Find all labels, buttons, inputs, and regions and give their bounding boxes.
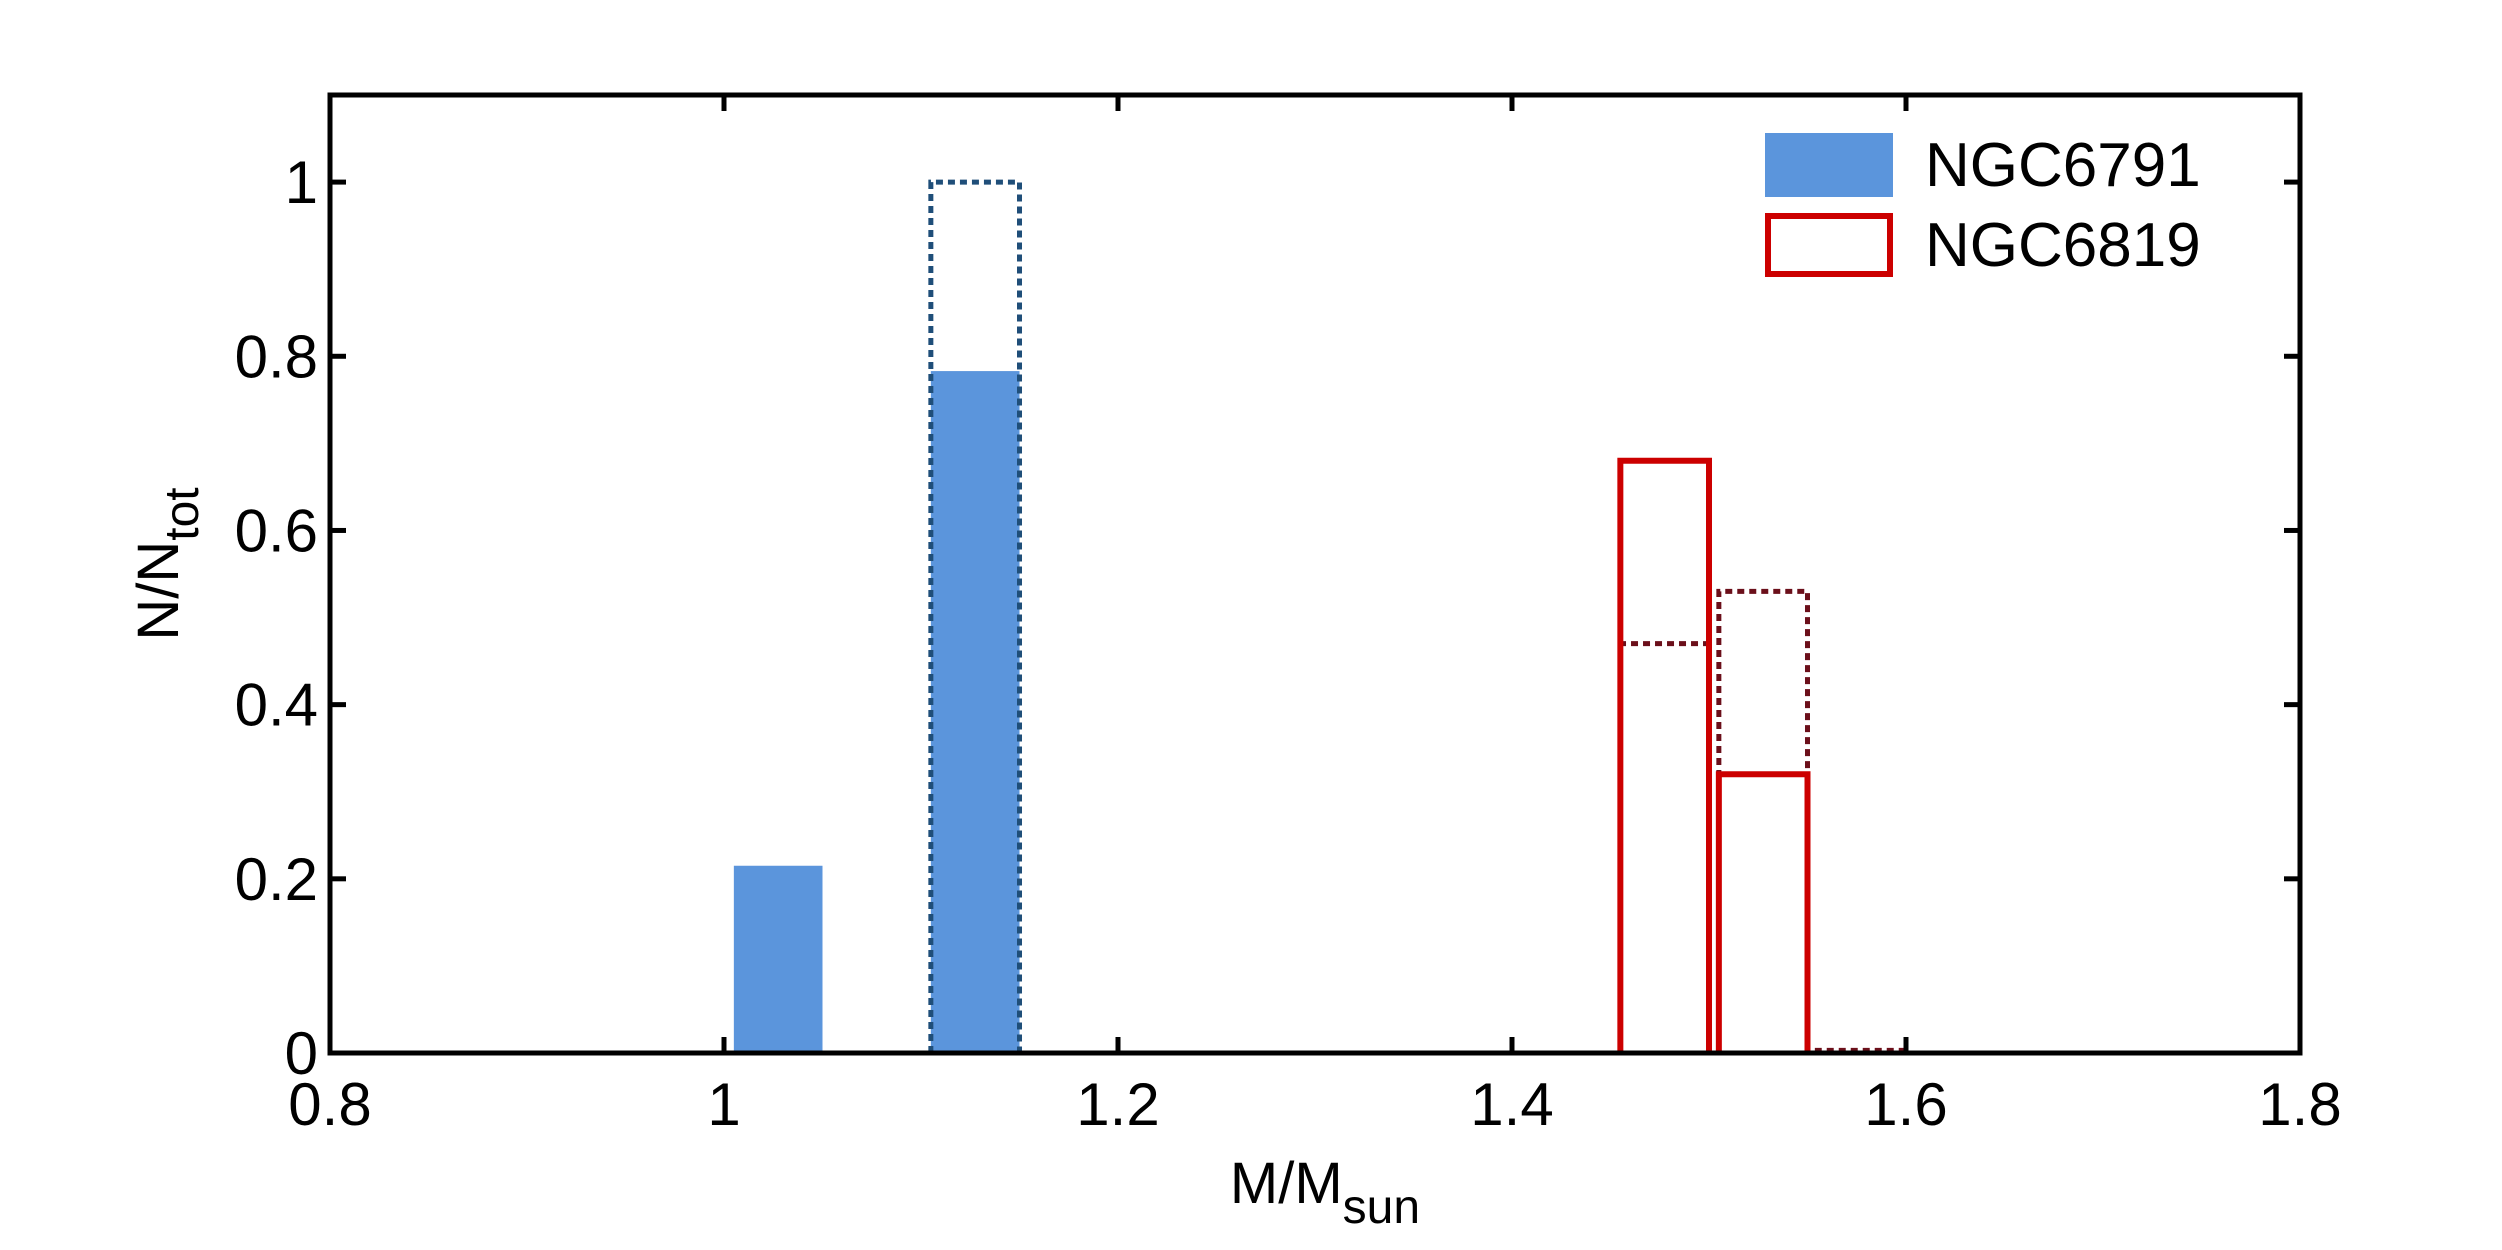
y-axis-label-subscript: tot [156, 487, 209, 540]
y-tick-label: 0.4 [235, 672, 318, 739]
x-axis-label-main: M/M [1230, 1151, 1343, 1216]
y-tick-label: 0.6 [235, 497, 318, 564]
x-tick-label: 1 [707, 1071, 740, 1138]
bar-ngc6791-1 [930, 371, 1020, 1053]
y-tick-label: 0.8 [235, 323, 318, 390]
bar-ngc6791-dotted-0 [928, 179, 1022, 1053]
bar-ngc6819-dotted-0 [1617, 641, 1712, 1053]
bar-ngc6819-0 [1617, 457, 1712, 1053]
legend-label-ngc6791: NGC6791 [1925, 131, 2201, 200]
legend: NGC6791 NGC6819 [1765, 131, 2201, 280]
bars-layer [733, 179, 1909, 1053]
x-tick-label: 1.2 [1076, 1071, 1159, 1138]
legend-swatch-ngc6791 [1765, 133, 1893, 197]
x-tick-label: 0.8 [288, 1071, 371, 1138]
legend-label-ngc6819: NGC6819 [1925, 211, 2201, 280]
x-tick-label: 1.8 [2258, 1071, 2341, 1138]
legend-swatch-ngc6819 [1765, 213, 1893, 277]
x-axis-label: M/Msun [1230, 1151, 1420, 1234]
y-axis-label: N/Ntot [126, 487, 209, 640]
y-tick-label: 0.2 [235, 846, 318, 913]
bar-ngc6791-0 [733, 865, 823, 1053]
bar-ngc6819-1 [1715, 771, 1811, 1053]
x-tick-label: 1.6 [1864, 1071, 1947, 1138]
y-tick-label: 1 [285, 149, 318, 216]
y-axis-label-main: N/N [126, 541, 191, 641]
tick-labels-layer: 0.8 1 1.2 1.4 1.6 1.8 0 0.2 0.4 0.6 0.8 1 [235, 149, 2342, 1138]
bar-ngc6819-dotted-1 [1716, 588, 1810, 1053]
y-tick-label: 0 [285, 1020, 318, 1087]
axes-frame [327, 92, 2303, 1056]
x-axis-label-subscript: sun [1343, 1181, 1420, 1234]
ticks-layer [327, 95, 2303, 1056]
x-tick-label: 1.4 [1470, 1071, 1553, 1138]
